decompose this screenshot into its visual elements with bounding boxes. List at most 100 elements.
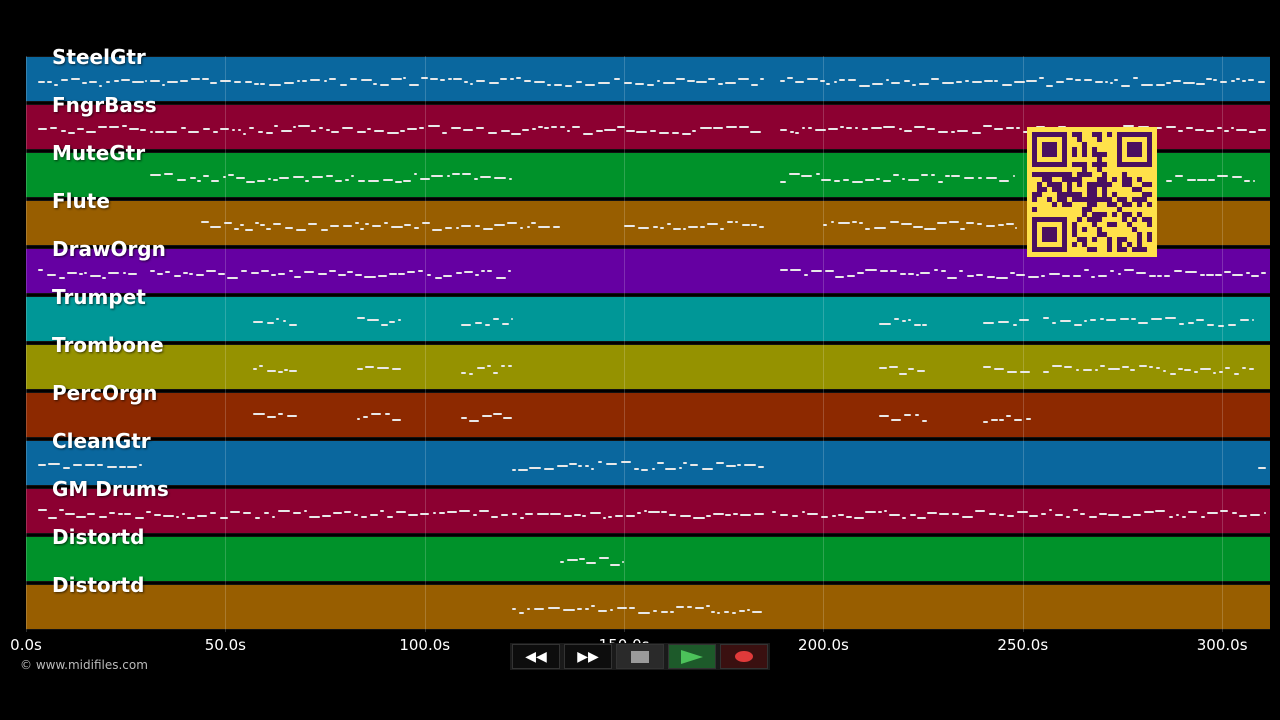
note-mark	[597, 461, 603, 463]
note-mark	[1231, 80, 1235, 82]
note-mark	[219, 80, 232, 82]
note-mark	[365, 223, 370, 225]
note-mark	[1117, 273, 1121, 275]
note-mark	[272, 179, 278, 181]
note-mark	[657, 80, 661, 82]
qr-module	[1102, 197, 1107, 202]
qr-module	[1067, 187, 1072, 192]
qr-module	[1102, 152, 1107, 157]
rewind-button[interactable]: ◀◀	[512, 644, 560, 669]
track-name: CleanGtr	[52, 429, 151, 453]
qr-module	[1087, 217, 1092, 222]
note-mark	[711, 611, 716, 613]
note-mark	[494, 224, 505, 226]
note-mark	[982, 125, 993, 127]
note-mark	[76, 516, 86, 518]
note-mark	[1151, 318, 1163, 320]
note-mark	[373, 130, 384, 132]
note-mark	[536, 513, 549, 515]
note-mark	[746, 609, 751, 611]
note-mark	[787, 77, 794, 79]
note-mark	[982, 366, 991, 368]
note-mark	[278, 510, 291, 512]
note-mark	[302, 80, 307, 82]
note-mark	[134, 517, 144, 519]
qr-module	[1037, 187, 1042, 192]
note-mark	[90, 275, 102, 277]
qr-module	[1097, 227, 1102, 232]
qr-module	[1142, 217, 1147, 222]
qr-module	[1102, 232, 1107, 237]
note-mark	[503, 417, 513, 419]
qr-module	[1077, 237, 1082, 242]
note-mark	[839, 79, 846, 81]
note-mark	[273, 125, 279, 127]
qr-module	[1042, 227, 1057, 242]
note-mark	[971, 132, 981, 134]
note-mark	[1121, 366, 1129, 368]
note-mark	[1250, 514, 1261, 516]
play-icon	[681, 649, 703, 664]
note-mark	[533, 81, 545, 83]
qr-module	[1147, 202, 1152, 207]
qr-module	[1092, 132, 1097, 137]
note-mark	[641, 469, 649, 471]
note-mark	[1048, 509, 1053, 511]
note-mark	[1157, 275, 1162, 277]
note-mark	[278, 413, 283, 415]
note-mark	[292, 176, 304, 178]
note-mark	[510, 78, 515, 80]
note-mark	[1185, 271, 1197, 273]
note-mark	[223, 222, 233, 224]
note-mark	[626, 130, 635, 132]
note-mark	[894, 318, 900, 320]
note-mark	[880, 270, 889, 272]
qr-module	[1107, 202, 1112, 207]
note-mark	[695, 607, 705, 609]
note-mark	[833, 81, 838, 83]
qr-module	[1122, 172, 1127, 177]
note-mark	[304, 271, 315, 273]
track-name: Flute	[52, 189, 110, 213]
note-mark	[242, 512, 252, 514]
gridline	[1222, 56, 1224, 632]
stop-button[interactable]	[616, 644, 664, 669]
note-mark	[1075, 369, 1080, 371]
note-mark	[624, 82, 633, 84]
fast-forward-icon: ▶▶	[577, 648, 599, 665]
record-button[interactable]	[720, 644, 768, 669]
note-mark	[914, 324, 921, 326]
note-mark	[846, 516, 853, 518]
note-mark	[367, 319, 380, 321]
note-mark	[478, 510, 490, 512]
note-mark	[512, 513, 517, 515]
note-mark	[837, 514, 844, 516]
qr-module	[1082, 207, 1087, 212]
note-mark	[1186, 179, 1196, 181]
note-mark	[567, 559, 578, 561]
note-mark	[901, 517, 907, 519]
note-mark	[1122, 125, 1135, 127]
note-mark	[917, 370, 925, 372]
qr-module	[1147, 232, 1152, 237]
note-mark	[650, 130, 657, 132]
note-mark	[124, 513, 132, 515]
note-mark	[1166, 180, 1172, 182]
note-mark	[547, 84, 552, 86]
track-name: Trombone	[52, 333, 164, 357]
note-mark	[695, 81, 708, 83]
play-button[interactable]	[668, 644, 716, 669]
fast-forward-button[interactable]: ▶▶	[564, 644, 612, 669]
note-mark	[1242, 367, 1247, 369]
note-mark	[176, 516, 180, 518]
note-mark	[469, 373, 474, 375]
note-mark	[598, 557, 610, 559]
note-mark	[295, 229, 307, 231]
note-mark	[547, 607, 560, 609]
note-mark	[531, 222, 537, 224]
note-mark	[914, 126, 926, 128]
note-mark	[795, 132, 800, 134]
note-mark	[657, 462, 664, 464]
note-mark	[891, 419, 902, 421]
note-mark	[463, 129, 473, 131]
